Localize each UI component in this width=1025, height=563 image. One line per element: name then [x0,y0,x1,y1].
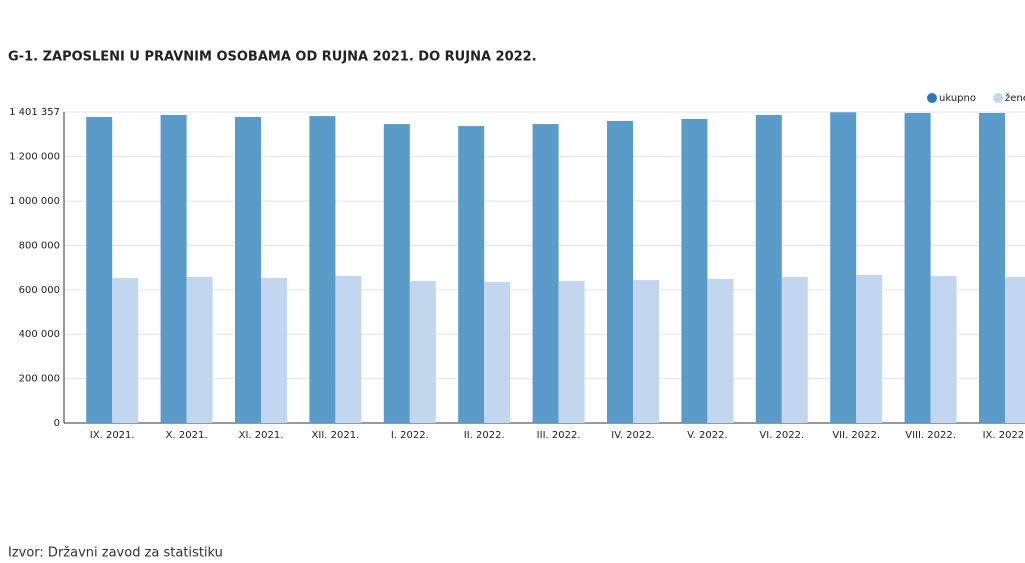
source: Izvor: Državni zavod za statistiku [8,546,223,561]
bar [930,276,957,423]
bar [532,124,559,423]
legend-label: žene [1005,92,1025,104]
x-tick-label: IX. 2022. [983,430,1025,441]
bar [186,276,213,423]
x-tick-label: XII. 2021. [312,430,360,441]
bar [607,120,633,424]
bar [160,114,187,423]
bar [409,280,436,423]
bar [383,124,410,423]
y-tick-label: 1 200 000 [9,152,60,163]
x-tick-label: X. 2021. [166,430,208,441]
bar [781,276,808,423]
bar [633,280,659,423]
legend-marker [993,93,1003,103]
bar [707,278,734,423]
y-tick-label: 0 [54,418,60,429]
bar [558,280,585,423]
y-tick-label: 1 401 357 [9,107,60,118]
y-tick-label: 200 000 [19,374,60,385]
bar [335,276,362,423]
x-tick-label: II. 2022. [464,430,505,441]
legend-label: ukupno [939,93,976,104]
y-tick-label: 800 000 [19,240,60,251]
x-tick-label: IV. 2022. [611,430,655,441]
bar [681,118,708,424]
bar [261,278,287,423]
y-tick-label: 1 000 000 [9,196,60,207]
bar [979,112,1005,423]
chart-title: G-1. ZAPOSLENI U PRAVNIM OSOBAMA OD RUJN… [8,50,537,65]
bar [755,114,782,423]
x-tick-label: VIII. 2022. [905,430,956,441]
bar [112,278,139,423]
y-tick-label: 600 000 [19,285,60,296]
x-tick-label: V. 2022. [687,430,728,441]
x-tick-label: VII. 2022. [832,430,880,441]
x-tick-label: I. 2022. [391,430,429,441]
bar [1005,276,1025,423]
bar [309,116,336,424]
bar [484,282,511,423]
bar [856,274,883,423]
bar [458,126,485,424]
legend-marker [927,93,937,103]
x-tick-label: VI. 2022. [759,430,804,441]
bar [235,116,261,423]
y-tick-label: 400 000 [19,329,60,340]
x-tick-label: IX. 2021. [90,430,135,441]
x-tick-label: III. 2022. [537,430,581,441]
bar [830,112,857,424]
bar [904,112,931,423]
bar [86,116,113,423]
x-tick-label: XI. 2021. [239,430,284,441]
